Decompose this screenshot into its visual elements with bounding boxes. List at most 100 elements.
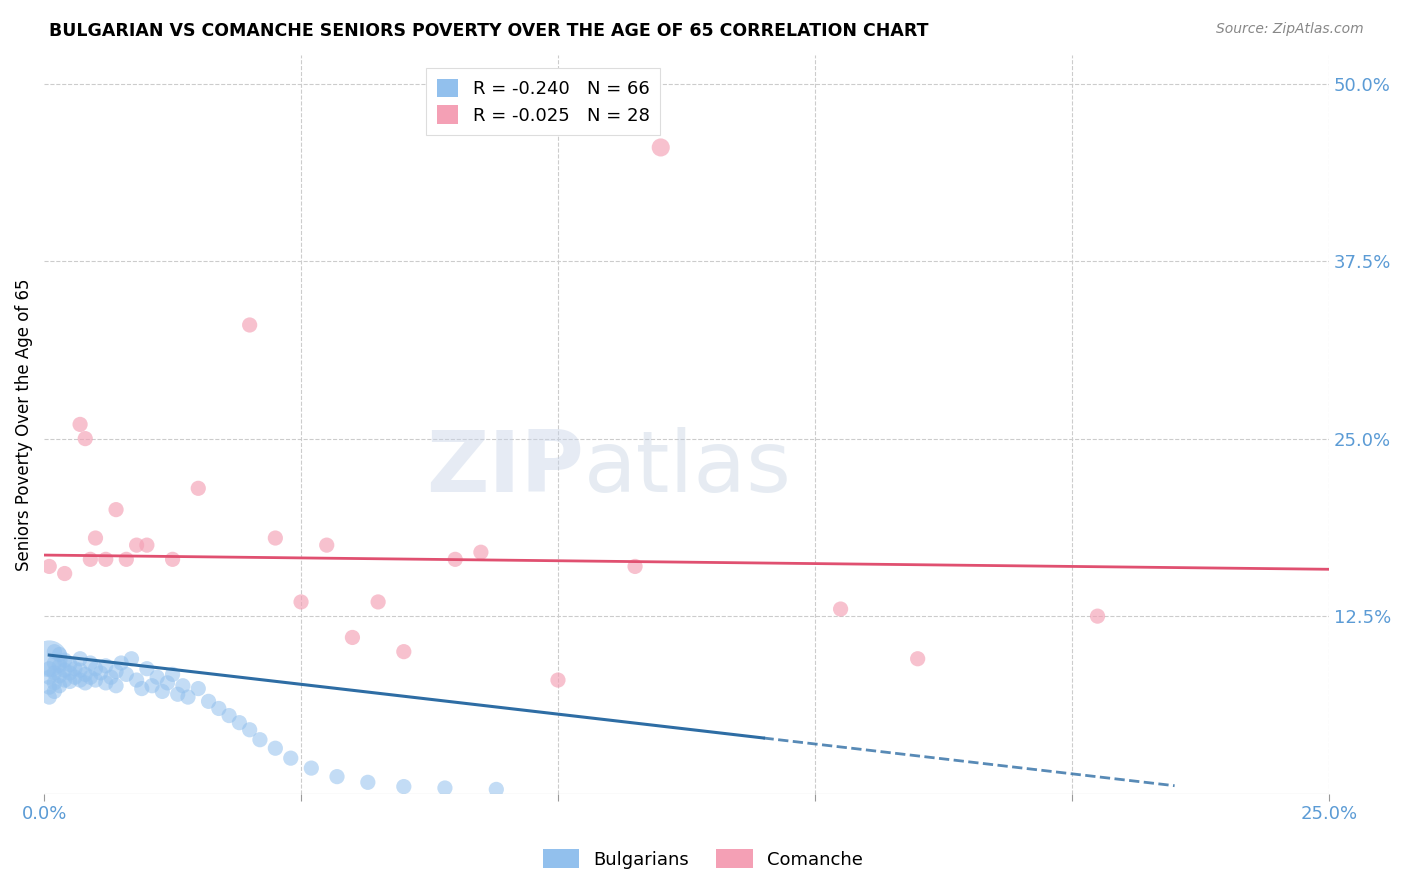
Point	[239, 723, 262, 737]
Point	[547, 673, 569, 687]
Point	[69, 417, 91, 432]
Point	[239, 318, 262, 332]
Text: ZIP: ZIP	[426, 427, 583, 510]
Point	[249, 732, 271, 747]
Point	[94, 676, 117, 690]
Point	[44, 656, 66, 670]
Point	[125, 673, 148, 687]
Point	[156, 676, 179, 690]
Point	[44, 665, 66, 680]
Point	[342, 631, 364, 645]
Point	[79, 670, 101, 684]
Point	[280, 751, 302, 765]
Point	[150, 684, 173, 698]
Point	[53, 566, 76, 581]
Point	[218, 708, 240, 723]
Point	[59, 674, 82, 689]
Point	[162, 552, 184, 566]
Point	[131, 681, 153, 696]
Point	[79, 656, 101, 670]
Text: BULGARIAN VS COMANCHE SENIORS POVERTY OVER THE AGE OF 65 CORRELATION CHART: BULGARIAN VS COMANCHE SENIORS POVERTY OV…	[49, 22, 929, 40]
Point	[53, 653, 76, 667]
Point	[166, 687, 188, 701]
Point	[69, 652, 91, 666]
Point	[100, 670, 122, 684]
Point	[84, 662, 107, 676]
Y-axis label: Seniors Poverty Over the Age of 65: Seniors Poverty Over the Age of 65	[15, 278, 32, 571]
Point	[290, 595, 312, 609]
Point	[105, 665, 128, 679]
Point	[187, 481, 209, 495]
Point	[264, 531, 287, 545]
Point	[470, 545, 492, 559]
Point	[141, 679, 163, 693]
Point	[84, 531, 107, 545]
Point	[38, 690, 60, 704]
Point	[59, 657, 82, 672]
Point	[650, 140, 672, 154]
Point	[125, 538, 148, 552]
Point	[146, 670, 169, 684]
Point	[69, 673, 91, 687]
Point	[433, 780, 456, 795]
Point	[48, 658, 70, 673]
Point	[44, 684, 66, 698]
Text: atlas: atlas	[583, 427, 792, 510]
Point	[90, 665, 112, 680]
Point	[48, 669, 70, 683]
Point	[75, 667, 97, 681]
Point	[44, 645, 66, 659]
Point	[115, 552, 138, 566]
Point	[110, 656, 132, 670]
Legend: Bulgarians, Comanche: Bulgarians, Comanche	[536, 841, 870, 876]
Point	[392, 645, 415, 659]
Point	[38, 652, 60, 666]
Point	[187, 681, 209, 696]
Point	[228, 715, 250, 730]
Point	[830, 602, 852, 616]
Point	[94, 552, 117, 566]
Point	[392, 780, 415, 794]
Point	[315, 538, 337, 552]
Point	[121, 652, 143, 666]
Point	[208, 701, 231, 715]
Point	[63, 662, 86, 676]
Point	[84, 673, 107, 687]
Point	[59, 665, 82, 680]
Point	[907, 652, 929, 666]
Text: Source: ZipAtlas.com: Source: ZipAtlas.com	[1216, 22, 1364, 37]
Point	[48, 679, 70, 693]
Point	[53, 673, 76, 687]
Point	[53, 663, 76, 677]
Point	[485, 782, 508, 797]
Point	[63, 670, 86, 684]
Point	[177, 690, 200, 704]
Point	[105, 679, 128, 693]
Point	[75, 676, 97, 690]
Point	[299, 761, 322, 775]
Point	[264, 741, 287, 756]
Point	[197, 694, 219, 708]
Point	[135, 662, 157, 676]
Point	[357, 775, 380, 789]
Point	[1087, 609, 1109, 624]
Point	[38, 670, 60, 684]
Point	[75, 432, 97, 446]
Point	[48, 648, 70, 662]
Point	[444, 552, 467, 566]
Point	[135, 538, 157, 552]
Point	[38, 680, 60, 694]
Point	[172, 679, 194, 693]
Point	[367, 595, 389, 609]
Point	[69, 663, 91, 677]
Point	[162, 667, 184, 681]
Point	[94, 658, 117, 673]
Point	[105, 502, 128, 516]
Legend: R = -0.240   N = 66, R = -0.025   N = 28: R = -0.240 N = 66, R = -0.025 N = 28	[426, 68, 661, 136]
Point	[326, 770, 349, 784]
Point	[38, 662, 60, 676]
Point	[79, 552, 101, 566]
Point	[44, 676, 66, 690]
Point	[115, 667, 138, 681]
Point	[624, 559, 647, 574]
